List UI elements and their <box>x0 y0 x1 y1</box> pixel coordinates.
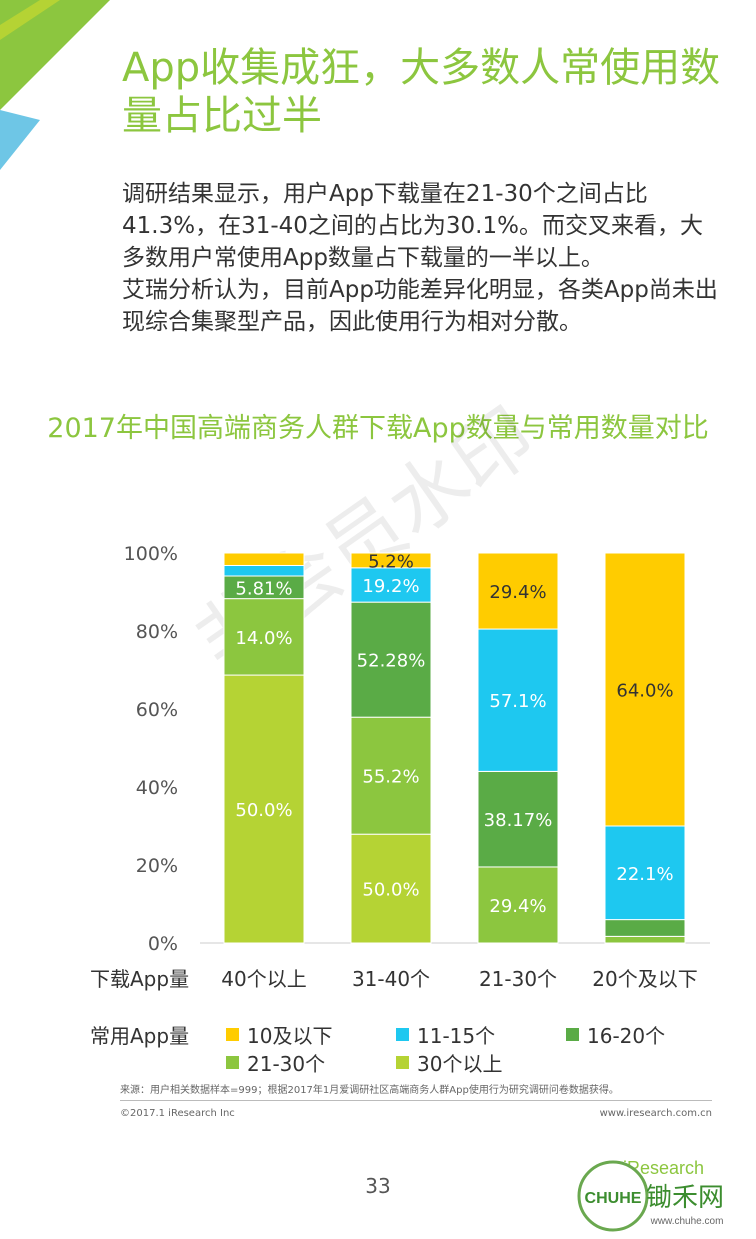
legend-swatch-darkgreen-icon <box>566 1028 579 1041</box>
body-paragraph-1: 调研结果显示，用户App下载量在21-30个之间占比41.3%，在31-40之间… <box>122 181 703 271</box>
y-tick-label: 20% <box>136 855 178 877</box>
footer-divider <box>120 1100 712 1101</box>
legend-item-10-and-below: 10及以下 <box>226 1020 332 1049</box>
data-label: 38.17% <box>484 810 553 831</box>
logo-badge-icon <box>577 1160 649 1232</box>
bar-segment <box>350 716 432 835</box>
data-label: 57.1% <box>489 691 546 712</box>
data-label: 5.2% <box>368 551 414 572</box>
data-label: 29.4% <box>489 582 546 603</box>
body-paragraph-2: 艾瑞分析认为，目前App功能差异化明显，各类App尚未出现综合集聚型产品，因此使… <box>122 277 718 335</box>
corner-decoration <box>0 0 110 170</box>
bar-segment <box>477 552 559 630</box>
page-number: 33 <box>365 1174 391 1198</box>
data-label: 50.0% <box>235 800 292 821</box>
bar-segment <box>350 567 432 603</box>
bar-segment <box>223 564 305 577</box>
bar-segment <box>350 601 432 718</box>
data-label: 50.0% <box>362 880 419 901</box>
copyright: ©2017.1 iResearch Inc <box>120 1108 235 1119</box>
legend-item-label: 11-15个 <box>417 1024 496 1048</box>
y-tick-label: 40% <box>136 777 178 799</box>
body-text: 调研结果显示，用户App下载量在21-30个之间占比41.3%，在31-40之间… <box>122 178 722 338</box>
logo-badge: CHUHE <box>585 1190 642 1207</box>
bar-segment <box>477 628 559 772</box>
page-title: App收集成狂，大多数人常使用数量占比过半 <box>122 45 721 139</box>
data-label: 5.81% <box>235 578 292 599</box>
website-link[interactable]: www.iresearch.com.cn <box>599 1108 712 1119</box>
bar-segment <box>350 552 432 569</box>
legend-item-11-15: 11-15个 <box>396 1020 495 1049</box>
legend-item-label: 10及以下 <box>247 1024 333 1048</box>
y-tick-label: 0% <box>148 933 178 955</box>
bar-segment <box>223 552 305 566</box>
bar-segment <box>223 598 305 676</box>
legend-swatch-green-icon <box>226 1056 239 1069</box>
logo-brand: iResearch <box>623 1158 704 1178</box>
bar-segment <box>477 770 559 868</box>
bar-segment <box>604 935 686 944</box>
x-tick-label: 20个及以下 <box>592 967 697 991</box>
y-tick-label: 80% <box>136 621 178 643</box>
logo-name: 锄禾网 <box>646 1183 724 1213</box>
source-note: 来源：用户相关数据样本=999；根据2017年1月爱调研社区高端商务人群App使… <box>120 1085 619 1096</box>
y-tick-label: 60% <box>136 699 178 721</box>
legend-item-label: 21-30个 <box>247 1052 326 1076</box>
logo-url: www.chuhe.com <box>650 1216 724 1227</box>
data-label: 52.28% <box>357 651 426 672</box>
x-tick-label: 21-30个 <box>479 967 557 991</box>
data-label: 55.2% <box>362 767 419 788</box>
legend-swatch-yellow-icon <box>226 1028 239 1041</box>
legend-swatch-lime-icon <box>396 1056 409 1069</box>
bar-segment <box>604 552 686 827</box>
legend-item-21-30: 21-30个 <box>226 1048 325 1077</box>
x-tick-label: 31-40个 <box>352 967 430 991</box>
legend-item-label: 16-20个 <box>587 1024 666 1048</box>
data-label: 22.1% <box>616 864 673 885</box>
x-axis-label: 下载App量 <box>90 967 189 991</box>
legend-swatch-blue-icon <box>396 1028 409 1041</box>
chart-title: 2017年中国高端商务人群下载App数量与常用数量对比 <box>47 413 709 444</box>
x-tick-label: 40个以上 <box>221 967 306 991</box>
chuhe-logo: iResearch CHUHE 锄禾网 www.chuhe.com <box>577 1158 724 1232</box>
data-label: 14.0% <box>235 628 292 649</box>
bar-segment <box>604 919 686 937</box>
legend-item-label: 30个以上 <box>417 1052 503 1076</box>
bar-segment <box>350 833 432 944</box>
data-label: 19.2% <box>362 576 419 597</box>
bar-segment <box>477 866 559 944</box>
data-label: 64.0% <box>616 681 673 702</box>
legend-item-30-plus: 30个以上 <box>396 1048 502 1077</box>
bar-segment <box>223 674 305 944</box>
legend-item-16-20: 16-20个 <box>566 1020 665 1049</box>
bar-segment <box>604 825 686 921</box>
data-label: 29.4% <box>489 896 546 917</box>
y-tick-label: 100% <box>124 543 178 565</box>
legend-title: 常用App量 <box>90 1024 190 1048</box>
